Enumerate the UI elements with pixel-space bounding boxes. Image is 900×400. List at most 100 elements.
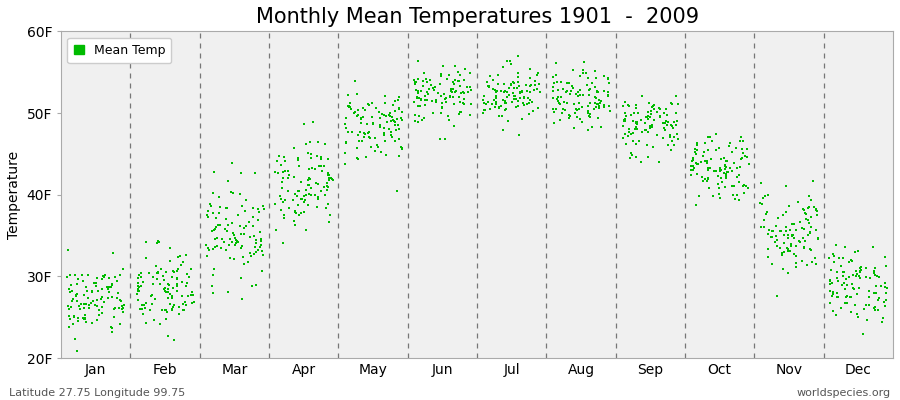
Point [63, 272, 77, 278]
Point [434, 92, 448, 99]
Point [626, 130, 640, 137]
Point [511, 98, 526, 104]
Point [441, 112, 455, 119]
Point [630, 121, 644, 127]
Point [719, 169, 733, 175]
Point [796, 206, 810, 212]
Point [724, 168, 739, 174]
Point [411, 88, 426, 94]
Point [488, 86, 502, 93]
Point [68, 272, 82, 278]
Point [463, 70, 477, 76]
Point [138, 304, 152, 311]
Point [852, 265, 867, 271]
Point [802, 192, 816, 199]
Point [643, 114, 657, 120]
Point [501, 92, 516, 99]
Point [64, 304, 78, 310]
Point [114, 298, 129, 304]
Point [389, 126, 403, 133]
Point [626, 138, 640, 144]
Point [68, 292, 83, 298]
Point [698, 139, 713, 146]
Point [700, 134, 715, 140]
Point [587, 106, 601, 112]
Point [314, 163, 328, 170]
Point [508, 96, 523, 102]
Point [394, 108, 409, 115]
Point [583, 86, 598, 92]
Point [811, 235, 825, 241]
Point [112, 290, 126, 296]
Point [616, 123, 630, 130]
Point [139, 255, 153, 261]
Point [410, 76, 425, 82]
Point [583, 100, 598, 106]
Point [207, 169, 221, 175]
Point [146, 274, 160, 280]
Point [85, 289, 99, 296]
Point [320, 184, 335, 190]
Point [139, 239, 153, 246]
Point [408, 80, 422, 87]
Point [410, 94, 424, 101]
Point [521, 95, 535, 101]
Point [386, 116, 400, 123]
Point [585, 80, 599, 86]
Point [616, 135, 630, 142]
Point [452, 110, 466, 117]
Point [298, 197, 312, 204]
Point [665, 138, 680, 144]
Point [824, 293, 839, 299]
Point [438, 94, 453, 101]
Point [753, 200, 768, 206]
Point [778, 183, 793, 189]
Point [848, 249, 862, 255]
Point [460, 84, 474, 90]
Point [590, 89, 605, 95]
Point [230, 212, 245, 219]
Point [489, 93, 503, 99]
Point [463, 112, 477, 118]
Point [317, 163, 331, 169]
Point [394, 114, 409, 121]
Point [203, 203, 218, 209]
Point [581, 126, 596, 133]
Point [831, 278, 845, 284]
Point [234, 230, 248, 237]
Point [392, 135, 407, 142]
Point [655, 135, 670, 141]
Point [740, 146, 754, 152]
Point [670, 136, 685, 142]
Point [380, 119, 394, 125]
Point [476, 107, 491, 114]
Point [301, 150, 315, 156]
Point [641, 108, 655, 115]
Point [362, 133, 376, 140]
Point [220, 228, 235, 234]
Point [208, 236, 222, 242]
Point [77, 316, 92, 322]
Point [875, 318, 889, 325]
Point [667, 142, 681, 148]
Point [130, 280, 145, 286]
Point [422, 86, 436, 92]
Point [297, 198, 311, 205]
Point [852, 273, 867, 279]
Point [582, 91, 597, 98]
Point [553, 101, 567, 107]
Point [506, 79, 520, 86]
Point [848, 302, 862, 308]
Point [382, 113, 397, 119]
Point [589, 95, 603, 101]
Point [778, 208, 793, 215]
Point [867, 270, 881, 276]
Point [148, 263, 163, 269]
Point [253, 244, 267, 250]
Point [557, 99, 572, 105]
Point [650, 108, 664, 115]
Point [871, 297, 886, 303]
Point [102, 288, 116, 295]
Point [797, 244, 812, 250]
Point [850, 248, 865, 254]
